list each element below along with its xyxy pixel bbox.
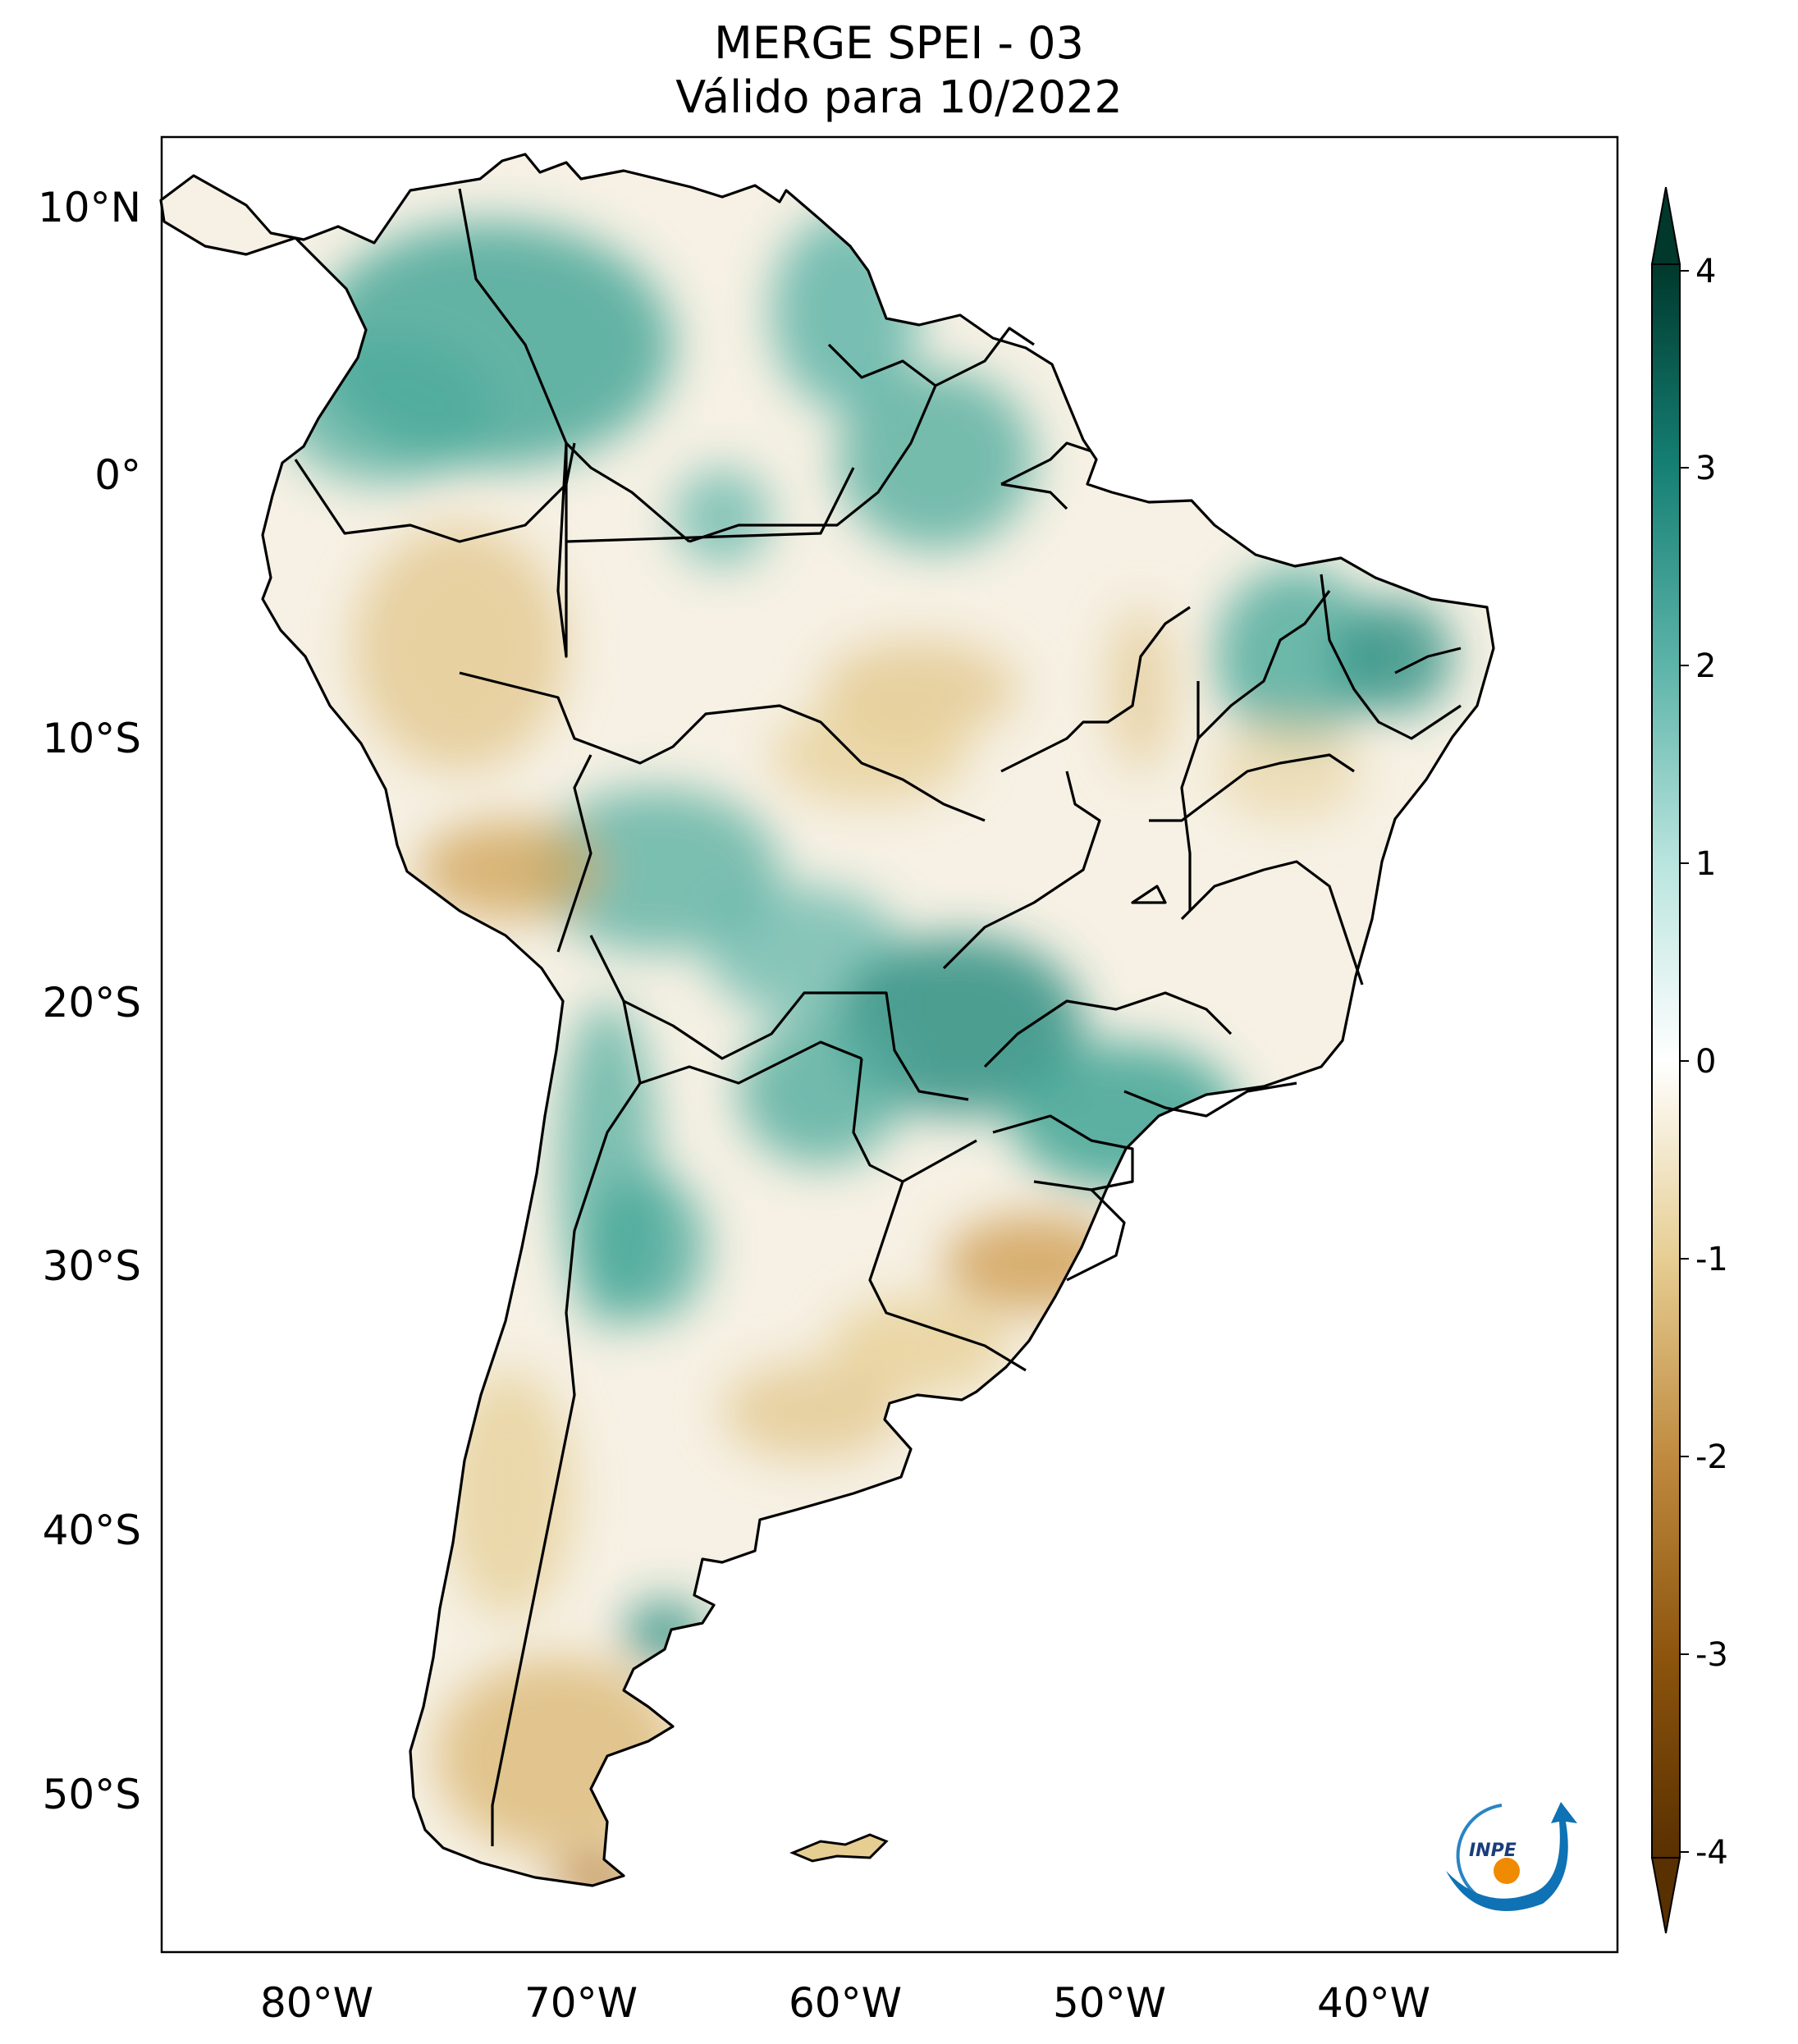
colorbar-tick-label: -3 [1695,1636,1728,1674]
falklands-outline [789,1833,889,1863]
inpe-logo: INPE [1446,1802,1577,1911]
lon-tick-label: 80°W [260,1979,373,2027]
lon-tick-label: 60°W [789,1979,902,2027]
lat-tick-label: 10°S [43,715,141,762]
colorbar [1650,186,1681,1934]
lon-ticks: 80°W 70°W 60°W 50°W 40°W [260,1979,1430,2027]
lat-tick-label: 20°S [43,979,141,1027]
political-borders [294,188,1462,1846]
lat-tick-label: 50°S [43,1771,141,1818]
colorbar-tick-label: 0 [1695,1043,1716,1081]
map-title: MERGE SPEI - 03 [714,17,1084,69]
lat-tick-label: 0° [94,451,141,499]
map-subtitle: Válido para 10/2022 [675,71,1123,123]
colorbar-ticks: 4 3 2 1 0 -1 -2 -3 -4 [1680,253,1728,1872]
lon-tick-label: 50°W [1053,1979,1166,2027]
lon-tick-label: 40°W [1317,1979,1430,2027]
colorbar-tick-label: 1 [1695,845,1716,883]
lat-tick-label: 40°S [43,1507,141,1554]
colorbar-body [1651,263,1681,1859]
lat-tick-label: 10°N [38,184,141,231]
colorbar-tick-label: 3 [1695,450,1716,487]
lat-ticks: 10°N 0° 10°S 20°S 30°S 40°S 50°S [38,184,141,1818]
colorbar-tick-label: 4 [1695,253,1716,290]
colorbar-max-extend [1650,186,1681,265]
colorbar-tick-label: -2 [1695,1438,1728,1476]
colorbar-tick-label: -1 [1695,1241,1728,1278]
colorbar-min-extend [1650,1857,1681,1934]
colorbar-tick-label: 2 [1695,647,1716,685]
lon-tick-label: 70°W [524,1979,638,2027]
logo-text: INPE [1469,1841,1517,1861]
colorbar-tick-label: -4 [1695,1834,1728,1872]
lat-tick-label: 30°S [43,1242,141,1290]
